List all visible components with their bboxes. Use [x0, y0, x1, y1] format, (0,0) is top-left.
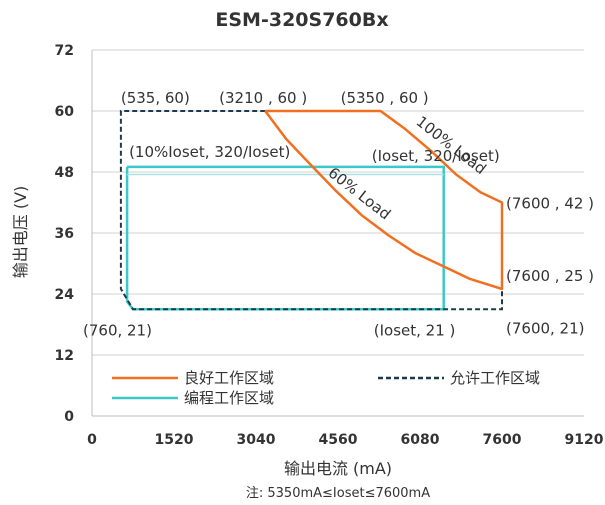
y-tick-label-3: 36: [55, 226, 74, 242]
annotation-9: (7600, 21): [506, 319, 585, 337]
x-tick-label-4: 6080: [401, 432, 440, 448]
legend-label-2: 编程工作区域: [184, 389, 274, 407]
x-tick-label-5: 7600: [483, 432, 522, 448]
x-tick-label-2: 3040: [237, 432, 276, 448]
x-axis-label: 输出电流 (mA): [284, 459, 392, 478]
x-tick-label-0: 0: [87, 432, 97, 448]
annotation-5: (7600 , 42 ): [506, 195, 594, 213]
series-allowed-area: [119, 110, 503, 311]
annotation-6: (7600 , 25 ): [506, 267, 594, 285]
axes: 0 12 24 36 48 60 72 0 1520 3040 4560 6080 7600 9120: [55, 43, 604, 448]
y-tick-label-2: 24: [55, 287, 75, 303]
y-axis-label: 输出电压 (V): [11, 186, 30, 279]
series-program-area: [125, 165, 445, 311]
y-tick-label-1: 12: [55, 348, 74, 364]
y-tick-label-5: 60: [55, 104, 75, 120]
legend-label-0: 良好工作区域: [184, 369, 274, 387]
annotation-7: (760, 21): [83, 321, 152, 339]
x-tick-label-6: 9120: [565, 432, 604, 448]
annotation-8: (Ioset, 21 ): [374, 321, 456, 339]
y-tick-label-6: 72: [55, 43, 74, 59]
legend-label-1: 允许工作区域: [450, 369, 540, 387]
annotation-1: (3210 , 60 ): [219, 89, 307, 107]
series-good-area: [264, 109, 504, 291]
annotation-0: (535, 60): [121, 89, 190, 107]
y-tick-label-0: 0: [64, 409, 74, 425]
x-tick-label-3: 4560: [319, 432, 358, 448]
chart-title: ESM-320S760Bx: [215, 9, 388, 31]
annotations: (535, 60) (3210 , 60 ) (5350 , 60 ) (10%Ios…: [83, 89, 594, 339]
x-tick-label-1: 1520: [155, 432, 194, 448]
annotation-2: (5350 , 60 ): [341, 89, 429, 107]
series-layer: [119, 109, 504, 311]
annotation-3: (10%Ioset, 320/Ioset): [129, 143, 290, 161]
chart-note: 注: 5350mA≤Ioset≤7600mA: [246, 486, 430, 501]
y-tick-label-4: 48: [55, 165, 74, 181]
annotation-4: (Ioset, 320/Ioset): [372, 147, 500, 165]
